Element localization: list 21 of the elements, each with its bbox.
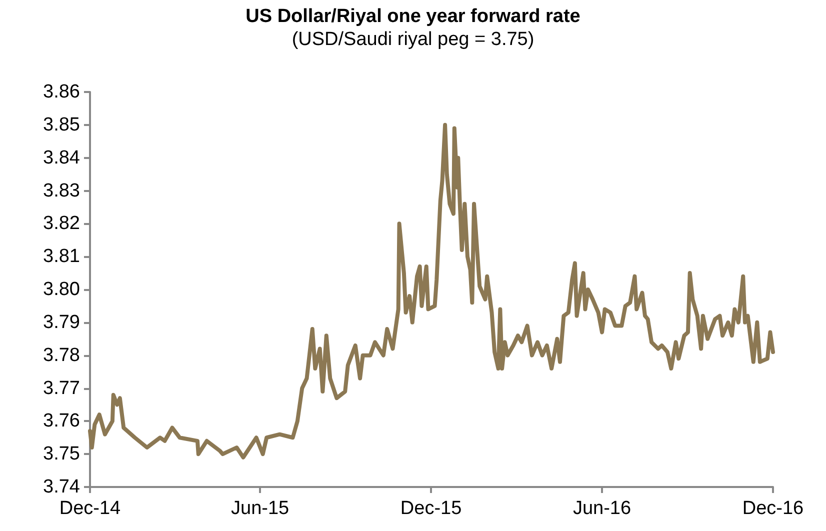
y-tick-label: 3.82 (43, 213, 80, 234)
x-tick-label: Dec-16 (742, 498, 804, 519)
x-tick-label: Dec-15 (400, 498, 462, 519)
line-series (88, 122, 775, 460)
x-tick-label: Dec-14 (59, 498, 122, 519)
chart-subtitle: (USD/Saudi riyal peg = 3.75) (292, 29, 534, 50)
y-tick-label: 3.79 (43, 312, 80, 333)
y-tick-label: 3.83 (43, 180, 80, 202)
y-tick-label: 3.81 (43, 246, 80, 268)
y-tick-label: 3.74 (43, 476, 80, 498)
y-tick-label: 3.85 (43, 114, 80, 136)
y-tick-label: 3.75 (43, 444, 80, 465)
y-tick-label: 3.76 (43, 410, 80, 432)
y-tick-label: 3.78 (43, 344, 80, 366)
x-tick-label: Jun-16 (572, 498, 632, 519)
chart-title: US Dollar/Riyal one year forward rate (246, 6, 580, 27)
y-tick-label: 3.84 (43, 147, 80, 168)
y-tick-label: 3.77 (43, 378, 80, 399)
x-tick-label: Jun-15 (230, 498, 290, 519)
y-tick-label: 3.80 (43, 279, 80, 300)
y-tick-label: 3.86 (43, 82, 80, 102)
